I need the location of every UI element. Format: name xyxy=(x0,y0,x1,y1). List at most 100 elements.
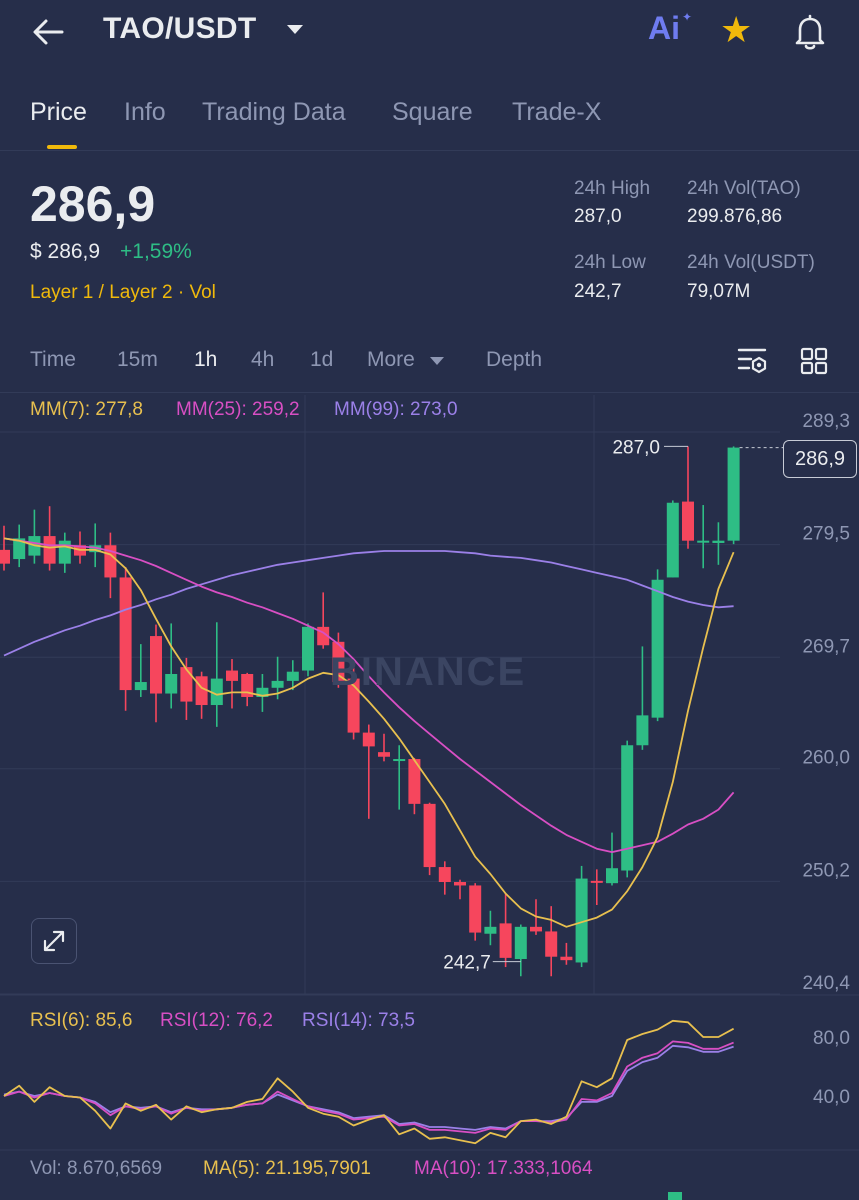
candle-body xyxy=(226,670,238,681)
candle-body xyxy=(43,536,56,564)
candle-body xyxy=(134,682,147,691)
tab-square[interactable]: Square xyxy=(392,98,473,126)
grid-layout-icon[interactable] xyxy=(800,347,828,375)
price-tick-label: 269,7 xyxy=(802,636,850,657)
candle-body xyxy=(469,885,482,933)
rsi12-line xyxy=(3,1040,734,1134)
candle-body xyxy=(362,732,375,747)
candle-body xyxy=(13,538,26,560)
candle-body xyxy=(302,626,314,671)
interval-time[interactable]: Time xyxy=(30,348,76,371)
tab-info[interactable]: Info xyxy=(124,98,166,126)
candle-body xyxy=(89,545,102,553)
volume-ma5-label: MA(5): 21.195,7901 xyxy=(203,1158,371,1179)
stat-high-label: 24h High xyxy=(574,178,651,199)
ma7-line xyxy=(3,537,735,928)
candle-body xyxy=(606,868,618,884)
candle-body xyxy=(393,759,406,762)
candle-body xyxy=(484,926,497,934)
star-icon[interactable]: ★ xyxy=(720,9,753,50)
stat-vol-usdt-label: 24h Vol(USDT) xyxy=(687,252,815,273)
candle-body xyxy=(438,867,451,883)
ma25-label: MM(25): 259,2 xyxy=(176,399,300,420)
volume-ma10-label: MA(10): 17.333,1064 xyxy=(414,1158,593,1179)
candle-body xyxy=(454,882,466,886)
ma7-label: MM(7): 277,8 xyxy=(30,399,143,420)
ai-sparkle-icon: ✦ xyxy=(682,10,693,24)
rsi12-label: RSI(12): 76,2 xyxy=(160,1010,273,1031)
candle-body xyxy=(697,540,710,543)
interval-more[interactable]: More xyxy=(367,348,415,371)
candle-body xyxy=(666,502,679,578)
expand-icon[interactable] xyxy=(31,918,77,964)
candle-body xyxy=(575,878,588,963)
tab-price[interactable]: Price xyxy=(30,98,87,126)
price-tick-label: 260,0 xyxy=(802,748,850,769)
ma99-label: MM(99): 273,0 xyxy=(334,399,458,420)
binance-watermark: BINANCE xyxy=(330,650,527,694)
last-price: 286,9 xyxy=(30,176,156,232)
candle-body xyxy=(530,926,542,932)
usd-price: $ 286,9 xyxy=(30,240,101,263)
tab-trade-x[interactable]: Trade-X xyxy=(512,98,602,126)
candle-body xyxy=(636,715,649,746)
candle-body xyxy=(378,752,390,757)
dropdown-caret-icon[interactable] xyxy=(287,25,303,34)
candle-body xyxy=(165,673,178,694)
pair-title[interactable]: TAO/USDT xyxy=(103,12,257,45)
candle-body xyxy=(621,745,634,871)
ma25-line xyxy=(3,537,735,853)
volume-bar xyxy=(668,1192,682,1200)
interval-15m[interactable]: 15m xyxy=(117,348,158,371)
current-price-label: 286,9 xyxy=(794,448,846,470)
candle-body xyxy=(332,641,345,683)
candle-body xyxy=(651,579,664,718)
candle-body xyxy=(210,678,223,706)
candle-body xyxy=(119,577,132,691)
candlestick-chart[interactable]: 289,3 279,5 269,7 260,0 250,2 240,4 287,0 242,… xyxy=(0,393,859,1200)
candle-body xyxy=(560,956,573,961)
divider xyxy=(0,150,859,151)
current-price-tag: 286,9 xyxy=(783,440,857,478)
candle-body xyxy=(241,673,254,697)
candle-body xyxy=(514,926,527,960)
category-tags[interactable]: Layer 1 / Layer 2 · Vol xyxy=(30,282,216,303)
high-marker-label: 287,0 xyxy=(612,437,660,458)
candle-body xyxy=(499,923,512,958)
price-tick-label: 240,4 xyxy=(802,973,850,994)
candle-body xyxy=(408,759,421,804)
divider xyxy=(0,392,859,393)
candles xyxy=(0,446,740,977)
candle-body xyxy=(545,931,558,957)
back-arrow-icon[interactable] xyxy=(30,14,70,50)
candle-body xyxy=(256,687,269,697)
interval-1h[interactable]: 1h xyxy=(194,348,218,371)
rsi6-label: RSI(6): 85,6 xyxy=(30,1010,133,1031)
candle-body xyxy=(423,803,436,868)
candle-body xyxy=(727,447,740,541)
tab-trading-data[interactable]: Trading Data xyxy=(202,98,346,126)
bell-icon[interactable] xyxy=(790,12,830,52)
chart-settings-icon[interactable] xyxy=(737,346,769,376)
stat-vol-usdt-value: 79,07M xyxy=(687,281,751,302)
ai-icon[interactable]: Ai xyxy=(648,10,680,46)
candle-body xyxy=(150,636,162,694)
price-tick-label: 279,5 xyxy=(802,524,850,545)
high-low-markers: 287,0 242,7 xyxy=(443,437,783,974)
chevron-down-icon xyxy=(430,357,444,365)
interval-1d[interactable]: 1d xyxy=(310,348,334,371)
candle-body xyxy=(590,880,603,883)
low-marker-label: 242,7 xyxy=(443,953,491,974)
rsi-tick-label: 40,0 xyxy=(813,1087,850,1108)
moving-average-lines xyxy=(3,537,735,928)
stat-vol-tao-label: 24h Vol(TAO) xyxy=(687,178,801,199)
interval-4h[interactable]: 4h xyxy=(251,348,275,371)
candle-body xyxy=(271,680,284,688)
candle-body xyxy=(712,540,725,543)
rsi14-label: RSI(14): 73,5 xyxy=(302,1010,415,1031)
stat-high-value: 287,0 xyxy=(574,206,622,227)
chart-grid xyxy=(0,395,859,1151)
rsi6-line xyxy=(3,1019,735,1145)
candle-body xyxy=(286,671,299,681)
interval-depth[interactable]: Depth xyxy=(486,348,543,371)
